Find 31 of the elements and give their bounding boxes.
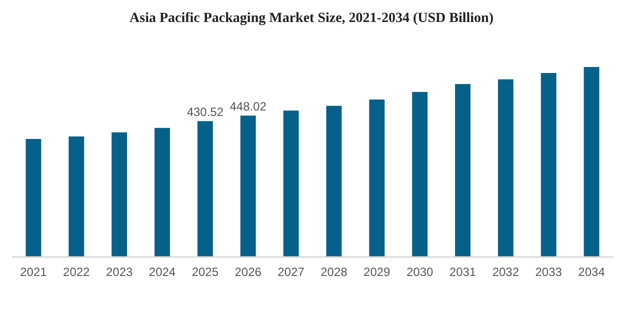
x-tick-label: 2032 [492,265,520,279]
data-label: 448.02 [230,100,267,114]
x-tick-label: 2031 [449,265,476,279]
x-tick-label: 2023 [106,265,133,279]
x-tick-label: 2033 [535,265,562,279]
bar [26,138,42,257]
bar [455,84,470,257]
bar [540,72,556,257]
x-tick-label: 2028 [320,265,348,279]
x-tick-label: 2034 [578,265,606,279]
bar [326,106,342,257]
bar [112,132,128,257]
chart-title: Asia Pacific Packaging Market Size, 2021-2034 (USD Billion) [130,11,494,26]
bar [584,67,600,257]
bar [197,121,213,257]
x-tick-label: 2027 [278,265,305,279]
bar [68,136,84,257]
x-tick-label: 2022 [63,265,90,279]
bar [154,128,170,257]
data-label: 430.52 [186,105,224,120]
bar [240,116,256,257]
bar [283,110,299,257]
x-tick-label: 2026 [234,265,262,279]
x-tick-label: 2030 [406,265,434,279]
x-tick-label: 2025 [192,265,219,279]
x-tick-label: 2024 [148,265,176,279]
bar [498,79,514,257]
bar [369,100,385,257]
x-tick-label: 2029 [364,265,391,279]
bar [412,92,428,257]
x-tick-label: 2021 [20,265,48,279]
